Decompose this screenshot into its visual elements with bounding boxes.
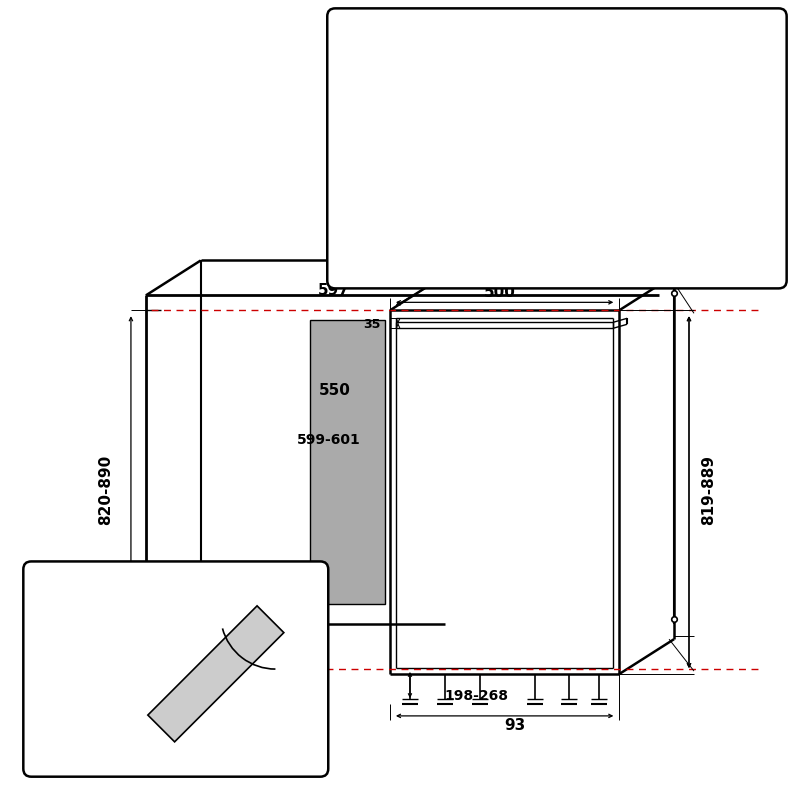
FancyBboxPatch shape	[23, 562, 328, 777]
Text: 198-268: 198-268	[445, 690, 509, 703]
Text: 0: 0	[278, 719, 289, 734]
Text: 20: 20	[757, 66, 772, 76]
Text: 105°: 105°	[188, 637, 227, 652]
Text: 545: 545	[509, 238, 541, 253]
Text: 819-889: 819-889	[356, 148, 369, 202]
Text: 550: 550	[319, 382, 351, 398]
FancyBboxPatch shape	[327, 8, 786, 288]
Text: 500: 500	[484, 285, 515, 300]
Polygon shape	[310, 320, 385, 604]
Text: 93: 93	[504, 718, 526, 734]
Text: 597: 597	[318, 283, 350, 298]
Text: 819-889: 819-889	[702, 454, 717, 525]
Text: 599-601: 599-601	[296, 433, 360, 447]
Text: 35: 35	[757, 105, 772, 115]
Text: 4: 4	[447, 91, 454, 102]
Bar	[148, 606, 284, 742]
Text: 638: 638	[37, 678, 71, 697]
Text: 820-890: 820-890	[98, 454, 114, 525]
Text: 35: 35	[362, 318, 380, 330]
Text: +: +	[270, 602, 281, 616]
